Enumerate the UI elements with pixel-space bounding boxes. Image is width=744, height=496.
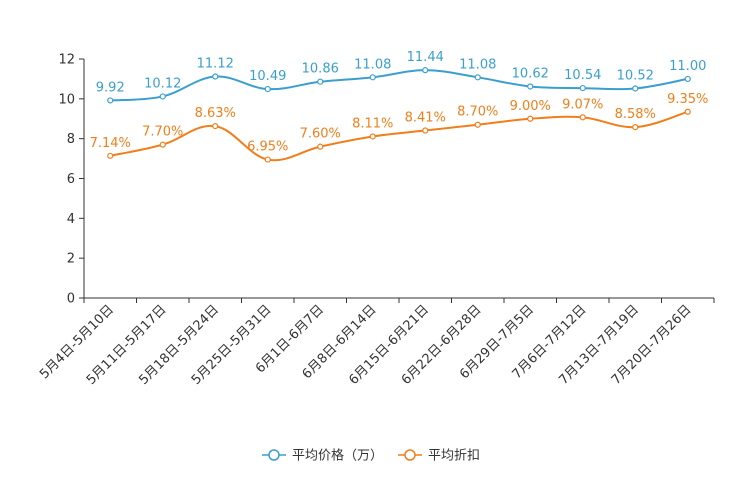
data-label: 9.07%: [562, 97, 603, 112]
series-line: [110, 110, 689, 162]
data-label: 11.12: [197, 57, 234, 72]
data-point[interactable]: [212, 123, 219, 130]
y-tick-label: 10: [58, 92, 75, 107]
data-point[interactable]: [684, 75, 691, 83]
legend-item-1[interactable]: 平均价格（万）: [262, 448, 383, 464]
data-point[interactable]: [317, 143, 324, 150]
data-label: 9.00%: [510, 99, 551, 114]
data-point[interactable]: [159, 141, 166, 148]
data-label: 7.60%: [300, 127, 341, 142]
data-point[interactable]: [264, 85, 271, 93]
data-label: 10.52: [617, 68, 654, 83]
axes: 0246810125月4日-5月10日5月11日-5月17日5月18日-5月24…: [37, 53, 715, 388]
data-label: 8.11%: [352, 116, 393, 131]
data-point[interactable]: [579, 84, 586, 92]
data-label: 6.95%: [247, 140, 288, 155]
data-label: 9.92: [96, 80, 125, 95]
y-tick-label: 4: [67, 212, 75, 227]
series-1: 9.92 10.12 11.12 10.49 10.86 11.08 11.44 11.08 1…: [96, 50, 706, 104]
legend-marker-icon: [404, 449, 416, 461]
y-tick-label: 8: [67, 132, 75, 147]
data-point[interactable]: [159, 93, 166, 100]
legend-marker-icon: [268, 449, 280, 461]
data-point[interactable]: [474, 74, 481, 81]
legend-label: 平均折扣: [428, 449, 480, 464]
data-label: 8.63%: [195, 106, 236, 121]
data-label: 11.00: [669, 59, 706, 74]
data-point[interactable]: [317, 78, 324, 85]
data-point[interactable]: [369, 74, 376, 81]
series-line: [110, 69, 688, 102]
legend-label: 平均价格（万）: [292, 448, 383, 464]
data-label: 8.41%: [405, 111, 446, 126]
data-point[interactable]: [212, 73, 219, 80]
data-point[interactable]: [579, 114, 586, 121]
data-label: 8.70%: [457, 105, 498, 120]
data-label: 10.86: [302, 62, 339, 77]
data-point[interactable]: [684, 108, 691, 115]
data-label: 10.49: [249, 69, 286, 84]
data-point[interactable]: [632, 124, 639, 131]
data-label: 10.12: [144, 76, 181, 91]
data-label: 11.44: [407, 50, 444, 65]
data-label: 7.70%: [142, 125, 183, 140]
series-2: 7.14% 7.70% 8.63% 6.95% 7.60% 8.11% 8.41% 8.70%…: [90, 92, 708, 163]
y-tick-label: 2: [67, 252, 75, 267]
data-label: 8.58%: [615, 107, 656, 122]
legend: 平均价格（万） 平均折扣: [262, 448, 480, 464]
series-layer: 9.92 10.12 11.12 10.49 10.86 11.08 11.44 11.08 1…: [90, 50, 708, 163]
data-point[interactable]: [632, 85, 639, 92]
data-point[interactable]: [264, 156, 271, 163]
data-point[interactable]: [107, 97, 114, 104]
y-tick-label: 6: [67, 172, 75, 187]
data-point[interactable]: [422, 127, 429, 134]
data-label: 11.08: [354, 57, 391, 72]
data-label: 9.35%: [667, 92, 708, 107]
legend-item-2[interactable]: 平均折扣: [398, 449, 480, 464]
data-point[interactable]: [422, 67, 429, 74]
data-point[interactable]: [527, 115, 534, 122]
y-tick-label: 0: [67, 292, 75, 307]
data-point[interactable]: [474, 121, 481, 128]
data-point[interactable]: [369, 133, 376, 140]
data-label: 11.08: [459, 57, 496, 72]
data-point[interactable]: [107, 152, 114, 159]
data-point[interactable]: [527, 83, 534, 90]
data-label: 10.54: [564, 68, 601, 83]
data-label: 10.62: [512, 66, 549, 81]
data-label: 7.14%: [90, 136, 131, 151]
y-tick-label: 12: [58, 53, 75, 68]
